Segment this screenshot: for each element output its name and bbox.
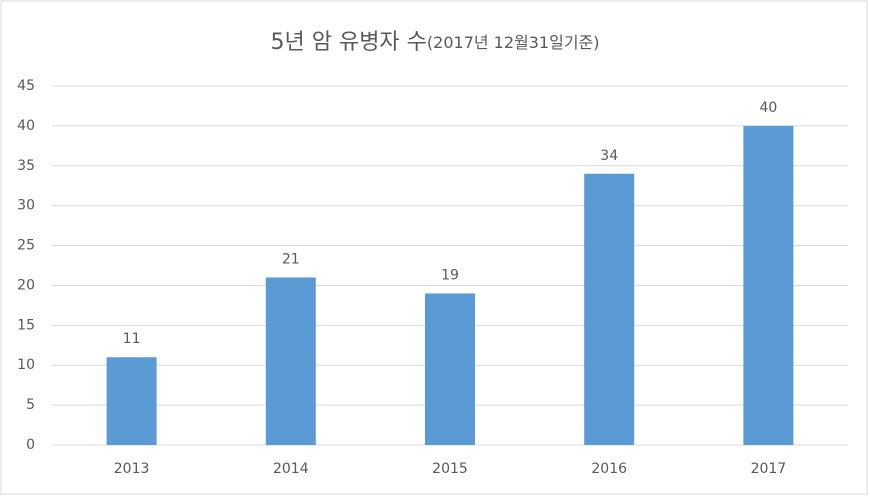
- y-tick-label: 20: [17, 277, 35, 293]
- y-tick-label: 5: [26, 397, 35, 413]
- y-tick-label: 15: [17, 317, 35, 333]
- bar: [425, 293, 475, 445]
- x-tick-label: 2013: [114, 461, 150, 477]
- data-label: 11: [123, 331, 141, 347]
- y-tick-label: 40: [17, 118, 35, 134]
- chart-title-group: 5년 암 유병자 수(2017년 12월31일기준): [270, 30, 599, 55]
- y-tick-label: 30: [17, 198, 35, 214]
- data-label: 34: [600, 148, 618, 164]
- y-tick-label: 35: [17, 158, 35, 174]
- y-tick-label: 0: [26, 437, 35, 453]
- y-tick-label: 25: [17, 238, 35, 254]
- data-label: 40: [759, 100, 777, 116]
- bar: [743, 125, 794, 445]
- chart-title: 5년 암 유병자 수: [270, 30, 426, 55]
- chart-subtitle: (2017년 12월31일기준): [427, 33, 600, 52]
- y-tick-label: 45: [17, 78, 35, 94]
- bar: [265, 277, 316, 445]
- x-tick-label: 2017: [751, 461, 787, 477]
- x-tick-label: 2015: [432, 461, 468, 477]
- data-label: 19: [441, 267, 459, 283]
- data-label: 21: [282, 251, 300, 267]
- bar: [584, 173, 635, 445]
- x-tick-label: 2014: [273, 461, 309, 477]
- bar: [106, 357, 157, 445]
- y-tick-label: 10: [17, 357, 35, 373]
- x-tick-label: 2016: [591, 461, 627, 477]
